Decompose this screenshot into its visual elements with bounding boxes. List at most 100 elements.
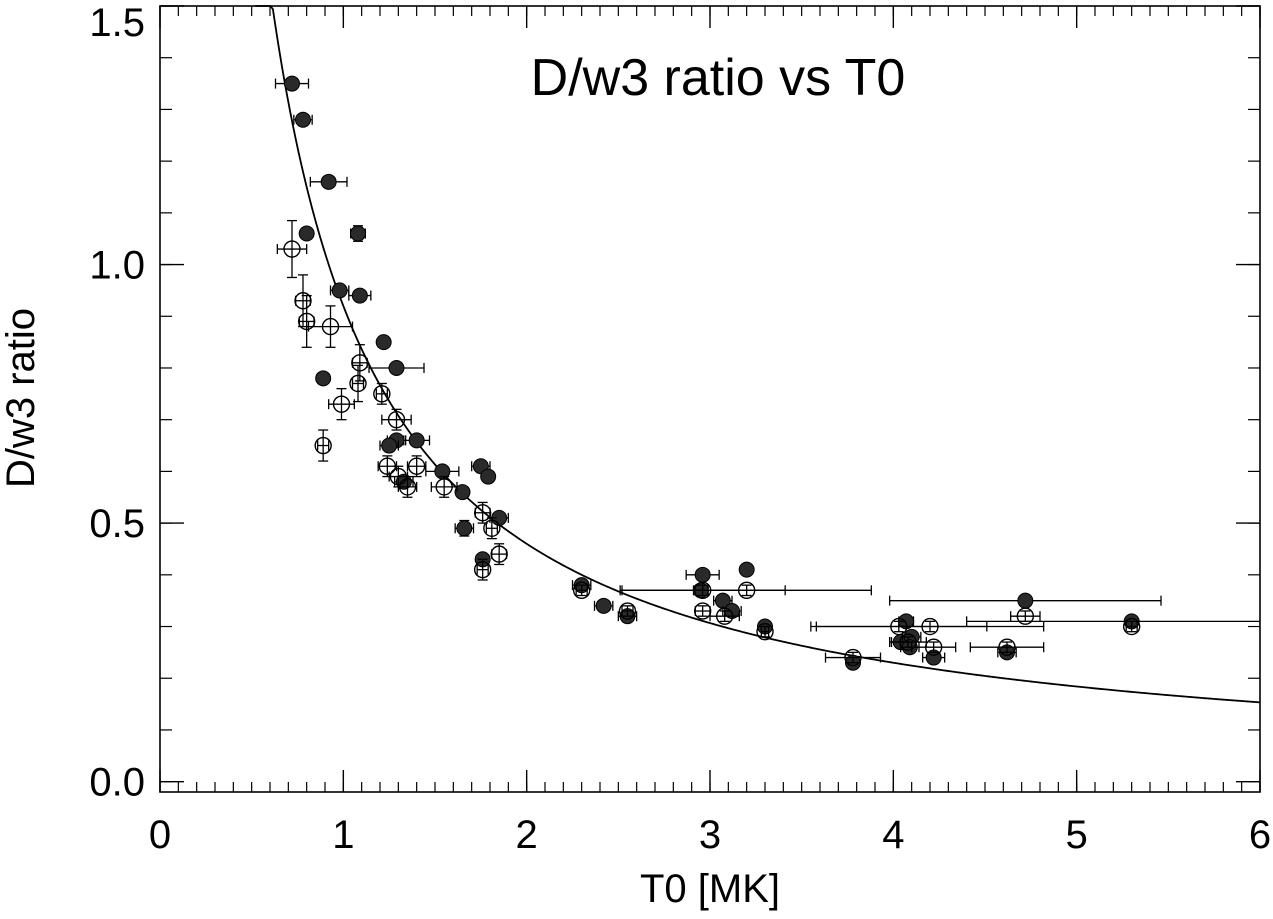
x-tick-labels: 0 1 2 3 4 5 6 bbox=[149, 813, 1271, 857]
data-point-open bbox=[490, 543, 508, 566]
data-point-open bbox=[294, 274, 312, 328]
marker-filled bbox=[388, 359, 405, 376]
minor-ticks bbox=[159, 5, 1261, 792]
plot-frame bbox=[159, 5, 1261, 793]
marker-filled bbox=[595, 597, 612, 614]
marker-open bbox=[373, 385, 391, 403]
data-point-filled bbox=[348, 287, 372, 304]
series-layer bbox=[274, 75, 1260, 671]
data-point-open bbox=[406, 455, 427, 478]
marker-open bbox=[693, 602, 712, 620]
data-point-open bbox=[473, 501, 492, 524]
data-point-filled bbox=[293, 111, 313, 128]
data-point-filled bbox=[403, 432, 431, 449]
data-point-filled bbox=[309, 173, 348, 190]
x-tick-label: 6 bbox=[1249, 813, 1271, 857]
marker-filled bbox=[295, 111, 311, 128]
data-point-open bbox=[824, 648, 882, 667]
marker-open bbox=[435, 478, 453, 496]
data-point-open bbox=[618, 602, 637, 620]
y-tick-label: 1.5 bbox=[89, 1, 145, 45]
data-point-open bbox=[351, 344, 369, 382]
y-tick-labels: 0.0 0.5 1.0 1.5 bbox=[89, 1, 145, 805]
data-point-open bbox=[911, 638, 957, 656]
marker-filled bbox=[738, 561, 755, 578]
marker-open bbox=[756, 622, 774, 641]
data-point-open bbox=[709, 607, 740, 625]
data-point-filled bbox=[593, 597, 614, 614]
data-point-open bbox=[381, 408, 412, 431]
marker-open bbox=[998, 638, 1016, 656]
data-point-filled bbox=[298, 225, 315, 242]
data-point-open bbox=[1122, 617, 1141, 636]
marker-filled bbox=[1017, 592, 1034, 609]
marker-open bbox=[314, 436, 332, 455]
marker-open bbox=[921, 617, 939, 636]
data-point-filled bbox=[379, 437, 399, 454]
x-tick-label: 3 bbox=[699, 813, 721, 857]
marker-filled bbox=[298, 225, 315, 242]
marker-open bbox=[473, 504, 492, 522]
data-point-open bbox=[328, 388, 355, 421]
data-point-filled bbox=[454, 519, 475, 537]
marker-open bbox=[321, 317, 340, 336]
data-point-open bbox=[397, 475, 418, 498]
marker-filled bbox=[320, 173, 337, 190]
data-point-open bbox=[430, 475, 458, 498]
data-point-open bbox=[297, 294, 316, 348]
marker-open bbox=[398, 478, 417, 496]
marker-open bbox=[387, 410, 406, 429]
marker-open bbox=[924, 638, 943, 656]
marker-open bbox=[618, 602, 637, 620]
y-tick-label: 1.0 bbox=[89, 244, 145, 288]
y-tick-label: 0.5 bbox=[89, 502, 145, 546]
marker-open bbox=[283, 240, 301, 258]
marker-open bbox=[490, 545, 508, 563]
marker-filled bbox=[381, 437, 398, 454]
marker-open bbox=[572, 581, 591, 600]
x-tick-label: 1 bbox=[332, 813, 354, 857]
data-point-open bbox=[693, 602, 712, 620]
marker-open bbox=[294, 292, 312, 310]
data-point-open bbox=[815, 617, 1045, 636]
marker-filled bbox=[284, 75, 300, 92]
marker-filled bbox=[350, 225, 366, 242]
data-point-filled bbox=[713, 592, 733, 609]
marker-filled bbox=[408, 432, 425, 449]
data-point-open bbox=[1010, 607, 1041, 625]
x-tick-label: 0 bbox=[149, 813, 171, 857]
marker-filled bbox=[454, 484, 471, 501]
data-point-open bbox=[349, 364, 367, 403]
data-point-open bbox=[307, 305, 354, 348]
marker-filled bbox=[315, 370, 332, 387]
marker-open bbox=[844, 648, 862, 667]
marker-open bbox=[1016, 607, 1035, 625]
data-point-filled bbox=[738, 561, 755, 578]
x-tick-label: 2 bbox=[516, 813, 538, 857]
marker-filled bbox=[351, 287, 368, 304]
data-point-open bbox=[373, 382, 391, 405]
marker-open bbox=[407, 457, 426, 475]
marker-open bbox=[349, 374, 367, 393]
marker-filled bbox=[331, 282, 348, 299]
data-point-filled bbox=[350, 225, 366, 242]
data-point-filled bbox=[329, 282, 350, 299]
series-filled bbox=[274, 75, 1260, 671]
marker-filled bbox=[456, 520, 473, 537]
data-point-open bbox=[756, 622, 774, 641]
y-axis-title: D/w3 ratio bbox=[0, 308, 43, 488]
data-point-open bbox=[572, 581, 591, 600]
series-open bbox=[276, 219, 1141, 667]
data-point-filled bbox=[454, 484, 471, 501]
data-point-filled bbox=[480, 468, 497, 485]
x-axis-title: T0 [MK] bbox=[640, 867, 780, 911]
data-point-filled bbox=[889, 592, 1162, 609]
chart-title: D/w3 ratio vs T0 bbox=[531, 49, 906, 107]
marker-open bbox=[899, 633, 917, 651]
major-ticks bbox=[159, 5, 1261, 792]
data-point-open bbox=[483, 517, 501, 540]
marker-filled bbox=[480, 468, 497, 485]
data-point-filled bbox=[375, 334, 392, 351]
data-point-open bbox=[276, 219, 308, 279]
